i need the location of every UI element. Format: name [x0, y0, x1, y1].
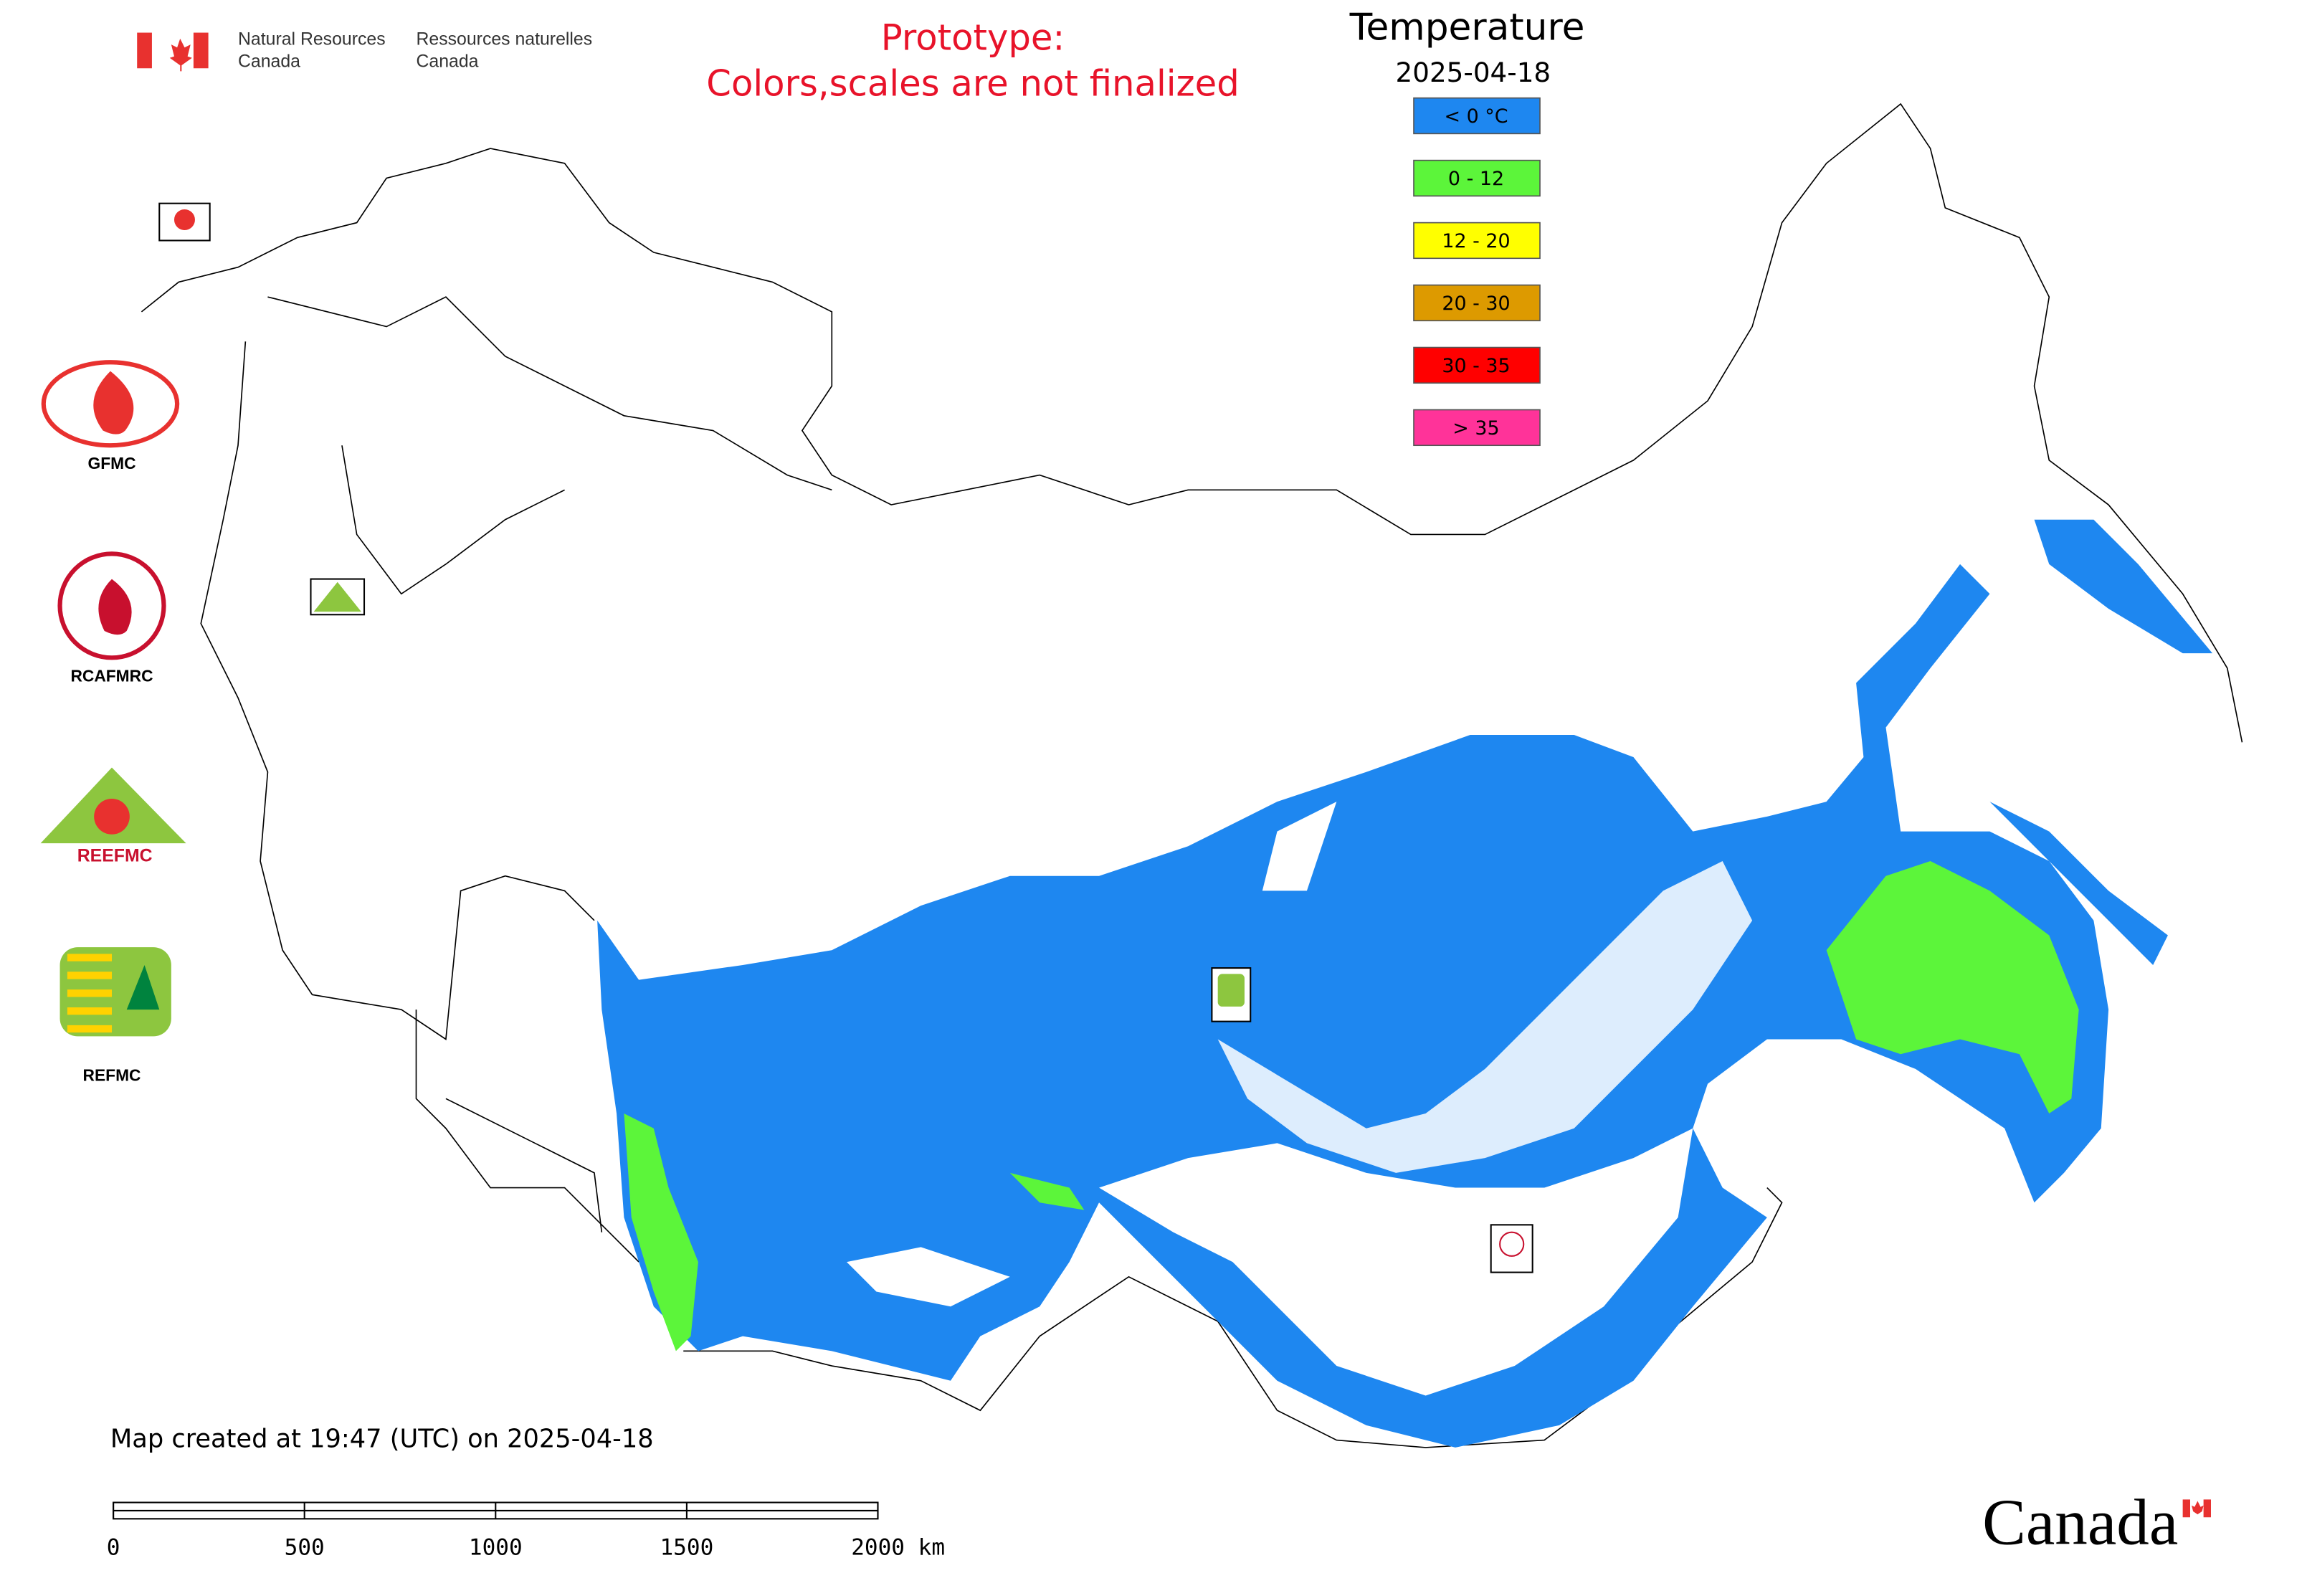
scale-bar-label: 1000: [469, 1535, 523, 1561]
legend-swatch: [1413, 409, 1541, 447]
scale-bar-label: 2000 km: [851, 1535, 945, 1561]
legend-label: > 35: [1452, 417, 1499, 440]
legend-label: 20 - 30: [1442, 293, 1510, 315]
scale-bar-label: 500: [285, 1535, 325, 1561]
notice: Colors,scales are not finalized: [706, 63, 1239, 105]
canada-wordmark: Canada: [1982, 1486, 2178, 1559]
legend-label: < 0 °C: [1444, 105, 1508, 128]
scale-bar-label: 0: [107, 1535, 120, 1561]
legend-swatch: [1413, 284, 1541, 322]
legend-label: 0 - 12: [1448, 168, 1504, 190]
logo-label: REEFMC: [77, 846, 153, 865]
legend: < 0 °C 0 - 12 12 - 20 20 - 30 30 - 35 > 35: [1413, 97, 1541, 447]
logos: GFMC RCAFMRC REEFMC REFMC: [40, 202, 1533, 1273]
legend-swatch: [1413, 346, 1541, 384]
logo-label: RCAFMRC: [70, 666, 153, 685]
nrcan-signature: Natural Resources Canada Ressources natu…: [137, 29, 593, 72]
legend-date: 2025-04-18: [1396, 57, 1551, 88]
scale-bar-label: 1500: [660, 1535, 713, 1561]
legend-label: 12 - 20: [1442, 230, 1510, 252]
temperature-fields: [597, 519, 2213, 1448]
legend-swatch: [1413, 222, 1541, 260]
logo-label: GFMC: [87, 454, 135, 472]
legend-title: Temperature: [1349, 6, 1585, 49]
department-en: Natural Resources: [238, 29, 386, 49]
country-outlines: [141, 103, 2243, 1448]
department-fr: Canada: [417, 52, 479, 72]
logo-label: REFMC: [83, 1065, 141, 1084]
department-fr: Ressources naturelles: [417, 29, 593, 49]
legend-label: 30 - 35: [1442, 355, 1510, 377]
notice: Prototype:: [881, 16, 1065, 58]
scale-bar: 0 500 1000 1500 2000 km: [107, 1501, 945, 1561]
department-en: Canada: [238, 52, 300, 72]
legend-swatch: [1413, 97, 1541, 135]
wordmark-flag: [2182, 1499, 2211, 1518]
legend-swatch: [1413, 159, 1541, 197]
created-note: Map created at 19:47 (UTC) on 2025-04-18: [110, 1425, 654, 1454]
